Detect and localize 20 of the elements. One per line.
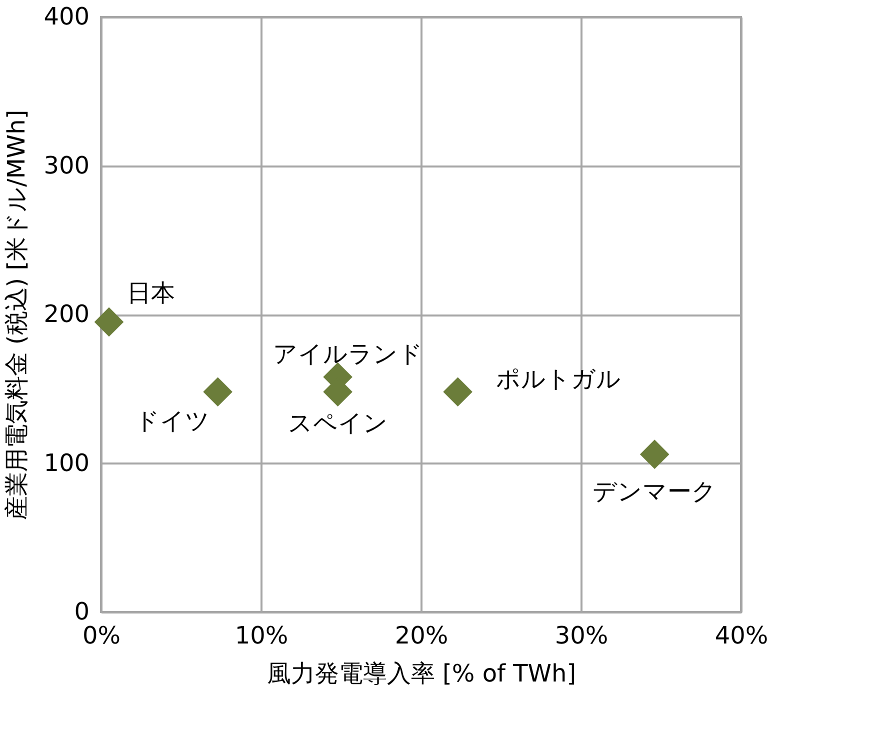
annotation: スペイン	[288, 408, 388, 437]
x-tick-label: 20%	[394, 622, 448, 650]
point	[444, 378, 472, 406]
y-axis-title: 産業用電気料金 (税込) [米ドル/MWh]	[2, 110, 31, 520]
y-tick-label: 100	[44, 448, 90, 477]
x-tick-label: 40%	[714, 622, 768, 650]
annotation: ドイツ	[134, 406, 210, 435]
x-tick-label: 10%	[234, 622, 288, 650]
y-tick-label: 300	[44, 151, 90, 180]
point	[640, 440, 669, 469]
point	[94, 308, 124, 336]
y-tick-label: 400	[44, 2, 90, 30]
annotation: 日本	[127, 278, 175, 307]
point	[204, 378, 232, 406]
x-tick-label: 30%	[554, 622, 608, 650]
x-axis-title: 風力発電導入率 [% of TWh]	[266, 660, 576, 688]
y-tick-label: 200	[44, 300, 90, 328]
annotation: アイルランド	[272, 340, 423, 368]
annotation: デンマーク	[592, 477, 717, 506]
annotation: ポルトガル	[496, 364, 621, 393]
